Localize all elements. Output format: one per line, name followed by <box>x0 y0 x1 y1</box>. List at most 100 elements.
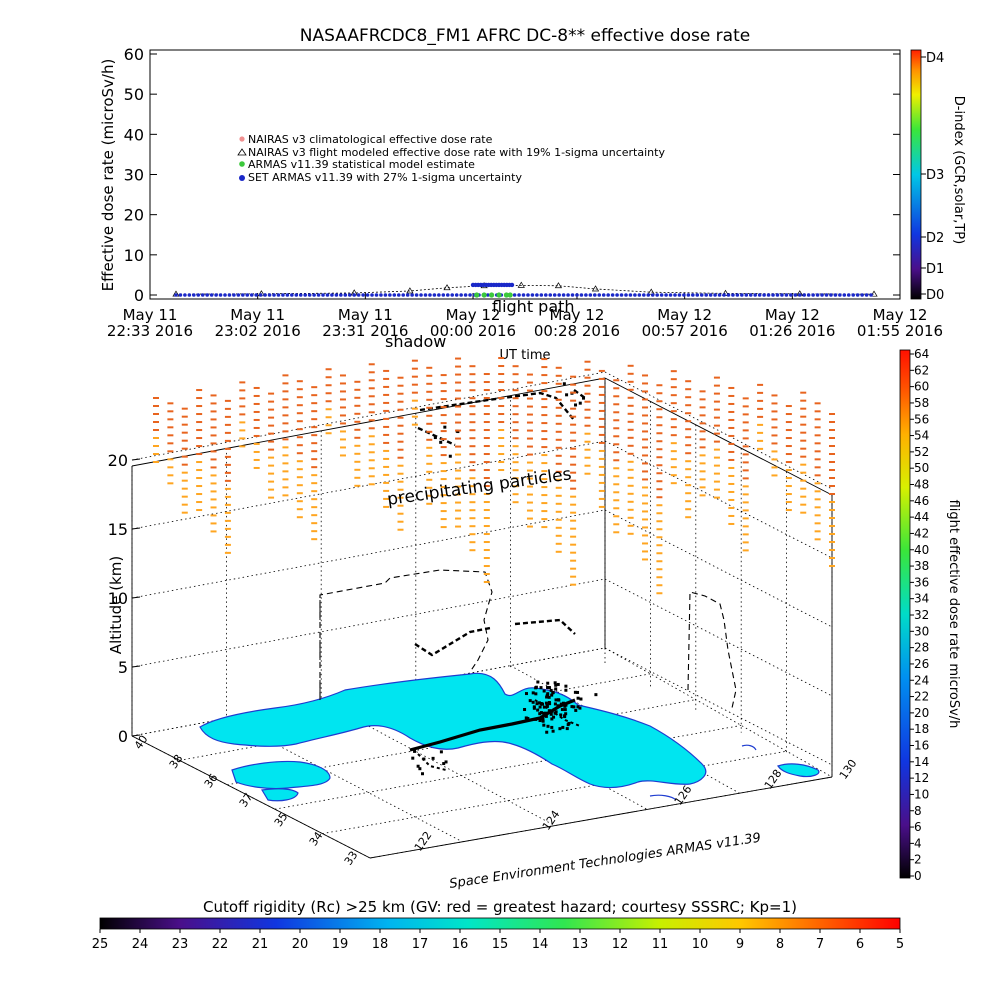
dose-rate-tick-label: 46 <box>914 494 929 508</box>
coast-fragment-small <box>649 794 677 801</box>
flight-path-point <box>546 686 550 690</box>
dose-rate-tick-label: 54 <box>914 429 929 443</box>
series-set-armas-point <box>708 293 713 297</box>
series-armas-model-point <box>496 292 502 298</box>
dose-rate-tick-label: 22 <box>914 690 929 704</box>
flight-path-point <box>546 692 550 696</box>
top-x-tick-label-date: May 12 <box>446 306 501 324</box>
series-set-armas-point <box>570 293 575 297</box>
grid-line-back-horizontal <box>604 578 833 697</box>
shadow-outline-main <box>319 569 493 698</box>
coast-fragment-east <box>777 763 820 778</box>
dose-rate-tick-label: 8 <box>914 804 922 818</box>
longitude-tick-label: 126 <box>672 783 695 808</box>
series-set-armas-point <box>325 293 330 297</box>
top-x-tick-label-date: May 11 <box>123 306 178 324</box>
flight-path-point <box>538 712 542 716</box>
flight-path-point <box>443 425 447 429</box>
series-set-armas-point <box>806 293 811 297</box>
land-south-island <box>261 788 299 802</box>
series-set-armas-point <box>686 293 691 297</box>
flight-path-point <box>550 709 554 713</box>
flight-path-point <box>448 454 452 458</box>
series-set-armas-point <box>557 293 561 297</box>
series-set-armas-point <box>303 293 307 297</box>
altitude-tick-label: 0 <box>118 727 128 746</box>
dose-rate-tick-label: 38 <box>914 559 929 573</box>
series-set-armas-point <box>566 293 570 297</box>
flight-path-point <box>567 721 571 725</box>
flight-path-point <box>554 710 558 714</box>
legend-item-armas-model: ARMAS v11.39 statistical model estimate <box>239 158 475 171</box>
coast-fragment-south <box>741 744 757 751</box>
series-set-armas-point <box>468 293 472 297</box>
series-nairas-flight-point <box>406 287 414 294</box>
flight-path-point <box>538 705 542 709</box>
top-y-tick-label: 0 <box>134 286 144 305</box>
series-set-armas-point <box>535 293 539 297</box>
flight-path-point <box>536 708 540 712</box>
flight-path-point <box>550 717 554 721</box>
altitude-tick-label: 10 <box>108 589 128 608</box>
series-set-armas-point <box>352 293 357 297</box>
flight-path-point <box>594 693 598 697</box>
grid-line-back-horizontal <box>604 371 833 490</box>
series-set-armas-point <box>699 293 704 297</box>
altitude-axis: 0 5 10 15 20 <box>108 451 141 746</box>
flight-path-point <box>544 701 548 705</box>
series-set-armas-point <box>829 293 833 297</box>
dose-rate-ticks: 0246810121416182022242628303234363840424… <box>910 347 929 883</box>
series-set-armas-point <box>187 293 192 297</box>
flight-path-point <box>545 693 549 697</box>
series-set-armas-point <box>290 293 294 297</box>
series-set-armas-point <box>241 293 245 297</box>
d-index-ticks: D0 D1 D2 D3 D4 <box>921 51 944 303</box>
flight-path-point <box>579 697 583 701</box>
flight-path-point <box>551 691 555 695</box>
series-set-armas-point <box>726 293 731 297</box>
grid-line-left-horizontal <box>131 371 606 461</box>
series-set-armas-point <box>419 293 423 297</box>
latitude-tick-label: 36 <box>202 771 221 790</box>
flight-path-point <box>538 719 542 723</box>
flight-path-point <box>536 680 540 684</box>
top-x-tick-label-time: 00:57 2016 <box>642 322 728 340</box>
dose-rate-tick-label: 20 <box>914 706 929 720</box>
rigidity-tick-label: 20 <box>292 937 309 952</box>
series-set-armas-point <box>254 293 258 297</box>
flight-path-point <box>541 702 545 706</box>
flight-path-point <box>422 757 426 761</box>
flight-path-point <box>574 403 578 407</box>
top-x-tick-label-time: 01:55 2016 <box>857 322 943 340</box>
flight-path-point <box>542 723 546 727</box>
flight-shadow <box>319 569 737 709</box>
series-set-armas-point <box>356 293 361 297</box>
top-x-tick-label-time: 23:02 2016 <box>215 322 301 340</box>
flight-path-point <box>456 430 460 434</box>
flight-path-point <box>542 711 546 715</box>
series-set-armas-point <box>405 293 410 297</box>
top-x-tick-label-time: 22:33 2016 <box>107 322 193 340</box>
series-set-armas-point <box>423 293 428 297</box>
d-index-label: D-index (GCR,solar,TP) <box>951 96 966 244</box>
series-set-armas-point <box>664 293 668 297</box>
series-set-armas-point <box>677 293 682 297</box>
series-set-armas-point <box>588 293 593 297</box>
flight-path-point <box>551 729 555 733</box>
rigidity-tick-label: 5 <box>896 937 904 952</box>
series-set-armas-point <box>619 293 624 297</box>
latitude-tick-label: 37 <box>237 791 256 810</box>
series-set-armas-point <box>388 293 392 297</box>
series-set-armas-point <box>521 293 526 297</box>
grid-line-left-horizontal <box>131 578 606 668</box>
grid-line-floor-lat <box>227 699 696 786</box>
grid-line-floor-lon <box>321 700 555 826</box>
top-y-tick-label: 30 <box>124 166 144 185</box>
series-set-armas-point <box>428 293 432 297</box>
series-set-armas-point <box>517 293 521 297</box>
dose-rate-tick-label: 6 <box>914 820 922 834</box>
flight-path-point <box>550 725 554 729</box>
series-set-armas-point <box>401 293 406 297</box>
